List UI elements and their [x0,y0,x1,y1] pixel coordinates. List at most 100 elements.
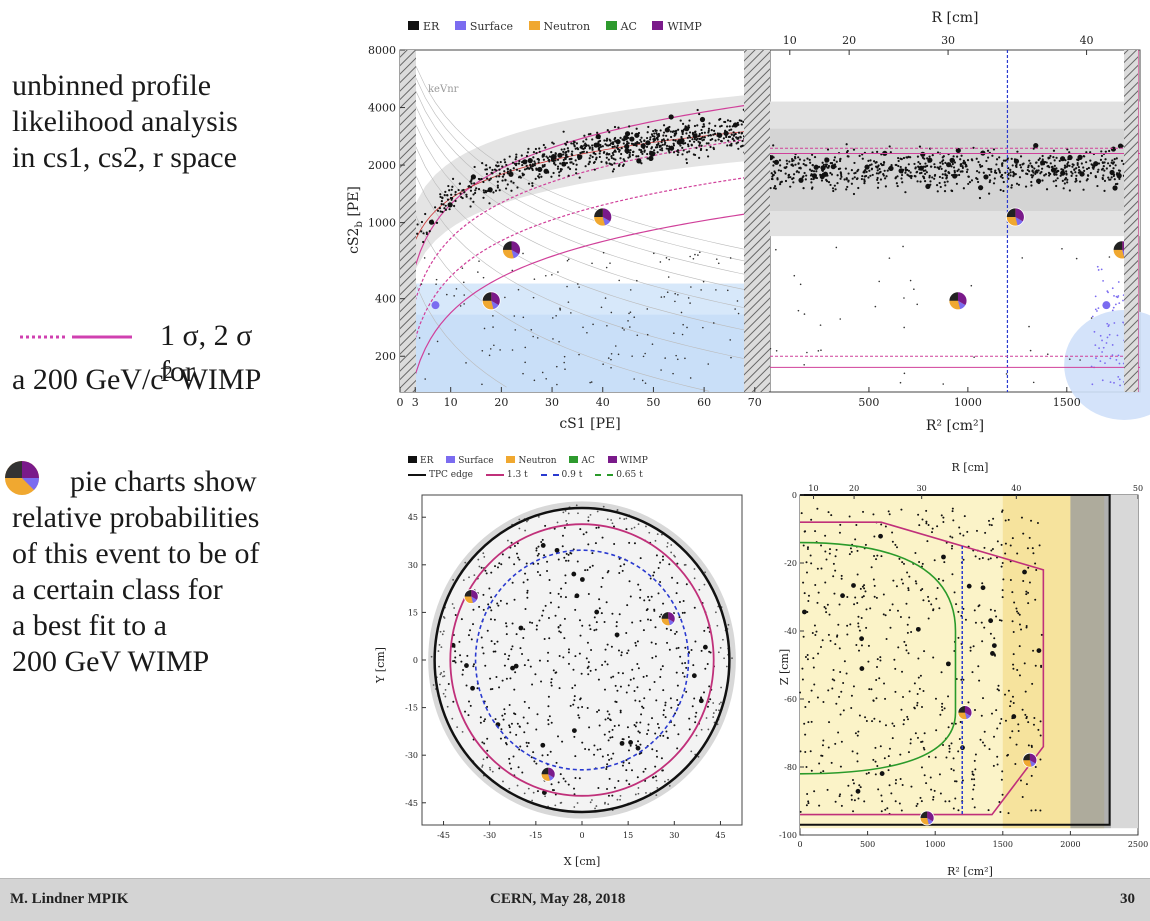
er-event [698,112,701,116]
er-event [878,167,881,171]
er-event [802,635,805,638]
er-event [601,145,604,148]
er-event [1002,159,1006,162]
er-event [612,525,615,528]
er-event [615,700,618,703]
er-event [625,631,628,634]
x-tick-label: 15 [623,831,633,840]
er-event [840,577,843,580]
edge-event [518,527,521,530]
er-event [1089,172,1092,175]
er-event [522,161,525,164]
er-event [900,157,903,161]
er-event [948,172,951,175]
er-event [661,143,664,146]
er-event [884,177,887,180]
x-tick-label: -15 [529,831,542,840]
event-pie-chart [481,291,501,311]
er-event [579,698,582,701]
low-event [610,311,613,314]
er-event [979,738,982,741]
surface-event [431,301,440,310]
er-event [657,592,660,595]
er-event [821,754,824,757]
edge-event [506,539,509,542]
er-event [458,182,461,185]
er-event [1039,758,1042,761]
er-event [878,720,881,723]
er-event [505,677,508,680]
y-tick-label: 8000 [368,44,396,57]
er-event [861,174,864,178]
er-event [1052,149,1056,152]
er-event [1110,146,1117,152]
er-event [725,132,728,135]
er-event [633,143,637,147]
er-event [489,177,492,180]
er-event [569,704,572,707]
er-event [438,206,442,210]
er-event [876,765,879,768]
er-event [1062,169,1065,172]
er-event [567,783,570,786]
low-event [633,378,635,380]
y-tick-label: 0 [413,656,418,665]
er-event [975,157,978,160]
er-event [686,143,690,146]
er-event [882,161,886,164]
er-event [700,137,703,140]
low-event [605,266,608,269]
low-event [489,348,492,350]
er-event [1034,598,1037,601]
er-event [691,138,694,141]
er-event [910,176,913,180]
er-event [1002,189,1005,193]
er-event [634,699,637,702]
er-event [1102,174,1105,177]
er-event [581,624,584,627]
er-event [981,741,984,744]
er-event [731,137,734,140]
edge-event [442,616,445,618]
er-event [697,140,700,143]
er-event [606,787,609,790]
er-event [467,634,470,637]
er-event [577,157,580,161]
surface-event [1096,310,1098,312]
er-event [967,182,970,186]
er-event [613,150,616,153]
er-event [906,623,909,626]
er-event [983,626,986,629]
er-event [523,664,526,667]
er-event [854,732,857,735]
er-event [608,131,611,134]
er-event [563,617,566,620]
er-event [941,176,944,180]
er-event [876,186,880,189]
er-event [497,604,500,607]
er-event [563,556,566,559]
er-event [428,230,431,233]
legend2-wimp-swatch [607,456,617,463]
low-event [1068,358,1071,360]
er-event [852,192,856,196]
er-event [1011,537,1014,540]
x-tick-label: 1000 [954,396,982,409]
er-event [549,591,552,594]
er-event [847,155,850,158]
er-event [546,570,549,573]
er-event [934,756,937,759]
er-event [656,722,659,725]
er-event [1053,164,1056,167]
er-event [529,163,532,166]
er-event [548,160,551,163]
low-event [578,286,580,288]
er-event [692,664,695,667]
contour-legend-description: 1 σ, 2 σ for a 200 GeV/c2 WIMP [12,318,261,398]
er-event [951,162,954,166]
er-event [707,626,710,629]
wall-density [1070,495,1111,829]
er-event [567,553,570,556]
er-event [941,554,946,560]
er-event [631,668,634,671]
